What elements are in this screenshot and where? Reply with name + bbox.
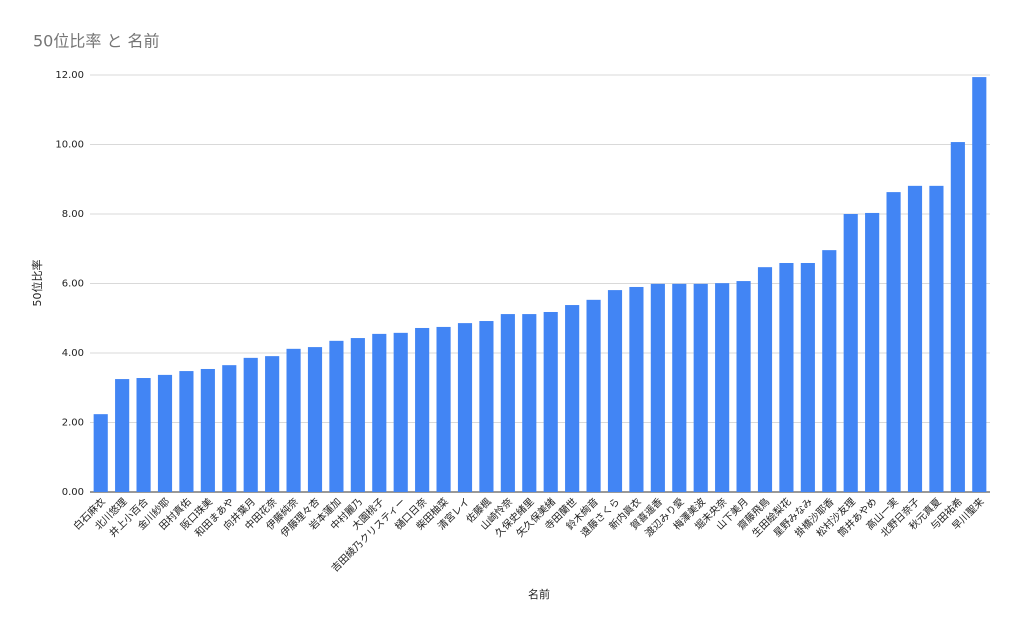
bar [500,314,515,492]
bar [865,212,880,492]
bar [200,368,215,492]
bar [350,338,365,492]
bar [136,378,151,492]
y-tick-label: 12.00 [55,70,84,81]
y-tick-label: 4.00 [62,348,84,359]
chart-title: 50位比率 と 名前 [33,32,160,51]
bar [972,77,987,493]
bar [929,185,944,493]
bar [179,371,194,492]
bar [779,262,794,492]
bar [457,323,473,492]
bar [265,356,280,492]
bar [115,379,130,492]
bar [757,267,773,492]
bar [157,374,173,492]
bar [886,192,901,493]
bar [372,333,387,492]
bar [629,286,644,492]
bar [800,262,815,492]
bar [286,348,301,492]
bar [586,299,601,492]
y-axis-label: 50位比率 [30,260,44,307]
bar [393,332,408,492]
bar [715,283,730,492]
bar [329,340,344,492]
bar [307,347,323,492]
y-tick-label: 6.00 [62,279,84,290]
bar [843,214,858,492]
bar [565,305,580,492]
bar [693,283,708,492]
bar [822,250,837,492]
bar [222,365,237,492]
y-tick-label: 2.00 [62,418,84,429]
bar [243,357,258,492]
bar [672,283,687,492]
bar [479,321,494,492]
bar [907,185,923,493]
bar [415,327,430,492]
bar [736,281,751,492]
bar [650,283,665,492]
bar [607,290,623,492]
bar [543,311,558,492]
bar [93,414,108,492]
y-tick-label: 10.00 [55,140,84,151]
y-tick-label: 0.00 [62,487,84,498]
y-tick-label: 8.00 [62,209,84,220]
bar [950,142,965,492]
bar [522,314,537,492]
bar [436,326,451,492]
x-axis-label: 名前 [528,587,550,601]
